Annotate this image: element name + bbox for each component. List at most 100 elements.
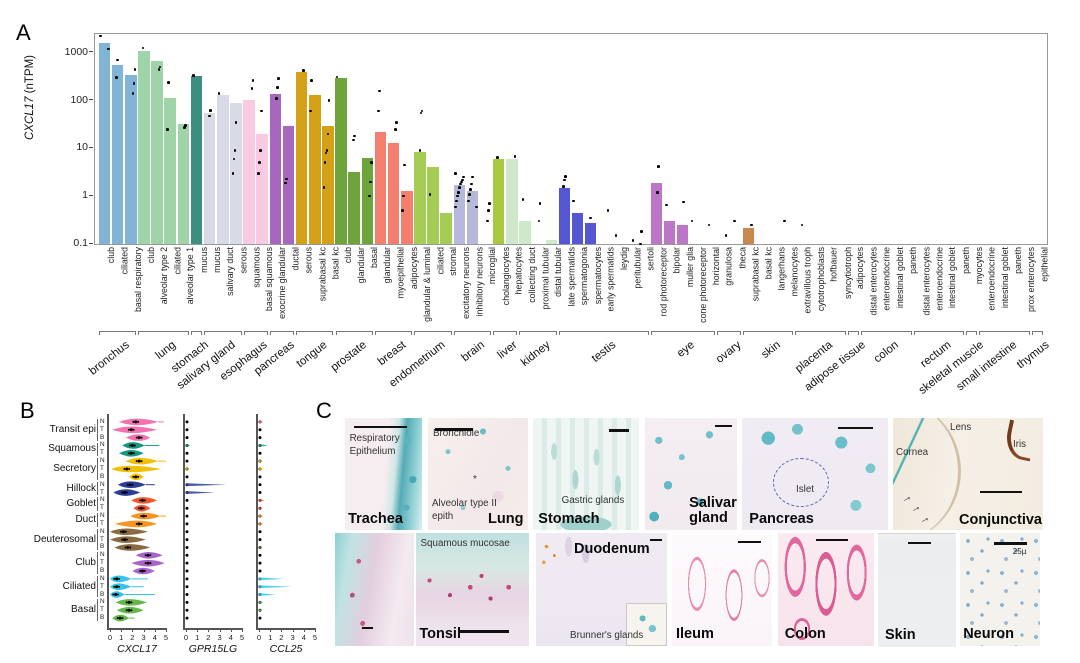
tile-label-duodenum: Duodenum bbox=[573, 541, 650, 558]
tissue-bracket-testis bbox=[558, 331, 649, 335]
cell-type-label-spermatogonia: spermatogonia bbox=[579, 247, 590, 306]
tissue-bracket-stomach bbox=[190, 331, 203, 335]
data-point bbox=[158, 65, 162, 69]
violin-tail-duct-T bbox=[259, 522, 264, 526]
data-point bbox=[665, 203, 668, 207]
cell-type-label-leydig: leydig bbox=[619, 247, 629, 270]
cell-type-label-club: club bbox=[146, 247, 156, 264]
violin-median-dot bbox=[129, 428, 133, 432]
data-point bbox=[631, 238, 635, 242]
violin-median-dot bbox=[140, 498, 144, 502]
scale-bar bbox=[907, 541, 932, 545]
data-point bbox=[572, 199, 575, 203]
bar-lung-alveolar-type-1 bbox=[177, 123, 190, 244]
data-point bbox=[232, 157, 236, 161]
cell-type-label-sertoli: sertoli bbox=[645, 247, 656, 271]
tile-annotation-bronchiole: Bronchiole bbox=[433, 428, 480, 440]
data-point bbox=[285, 177, 288, 181]
cell-type-label-proximal-tubular: proximal tubular bbox=[540, 247, 551, 310]
zero-dot-transit-epi-T bbox=[185, 428, 189, 432]
violin-median-dot bbox=[129, 444, 131, 447]
violin-row-letter: B bbox=[100, 590, 105, 598]
bar-eye-rod-photoreceptor bbox=[650, 182, 663, 244]
zero-dot-transit-epi-T bbox=[258, 428, 262, 432]
bar-endometrium-ciliated bbox=[427, 167, 439, 244]
data-point bbox=[461, 178, 464, 182]
violin-median-dot bbox=[140, 436, 143, 439]
y-tick-label: 1 bbox=[82, 189, 88, 202]
tile-annotation-iris: Iris bbox=[1013, 439, 1027, 451]
tile-label-pancreas: Pancreas bbox=[749, 511, 814, 528]
bar-breast-myoepithelial bbox=[387, 142, 400, 244]
tissue-label-skin: skin bbox=[758, 339, 783, 362]
data-point bbox=[471, 175, 474, 179]
violin-x-axis-cxcl17 bbox=[107, 628, 167, 630]
cell-type-label-basal-squamous: basal squamous bbox=[264, 247, 275, 312]
violin-median-dot bbox=[115, 577, 119, 581]
tissue-bracket-prostate bbox=[335, 331, 373, 335]
violin-x-tick-label: 1 bbox=[119, 633, 124, 642]
bar-pancreas-ductal bbox=[282, 125, 295, 244]
data-point bbox=[284, 181, 287, 185]
cell-type-label-epithelial: epithelial bbox=[1039, 247, 1050, 282]
histology-tile-trachea: Trachea Respiratory Epithelium bbox=[345, 418, 422, 530]
data-point bbox=[589, 216, 592, 220]
data-point bbox=[419, 111, 423, 115]
violin-x-tick bbox=[230, 629, 232, 632]
y-tick-mark bbox=[89, 242, 93, 244]
violin-median-dot bbox=[125, 491, 128, 494]
violin-median-dot bbox=[142, 514, 146, 518]
cell-type-label-cytotrophoblasts: cytotrophoblasts bbox=[816, 247, 827, 312]
zero-dot-club-T bbox=[258, 561, 262, 565]
y-tick-mark bbox=[89, 99, 93, 101]
violin-tail-basal-N bbox=[259, 600, 264, 604]
cell-type-label-mucus: mucus bbox=[198, 247, 209, 273]
data-point bbox=[418, 149, 422, 152]
cell-type-label-horizontal: horizontal bbox=[710, 247, 721, 286]
tissue-bracket-rectum bbox=[913, 331, 965, 335]
tissue-label-prostate: prostate bbox=[328, 339, 369, 375]
data-point bbox=[192, 74, 195, 77]
violin-tail-duct-N bbox=[259, 514, 264, 518]
tissue-label-ovary: ovary bbox=[713, 339, 744, 366]
violin-x-tick-label: 2 bbox=[130, 633, 135, 642]
cell-type-label-club: club bbox=[343, 247, 354, 264]
bar-esophagus-basal-squamous bbox=[256, 134, 268, 244]
scale-bar bbox=[980, 490, 1022, 494]
violin-median-dot bbox=[131, 483, 134, 486]
data-point bbox=[369, 180, 372, 184]
data-point bbox=[209, 109, 212, 112]
data-point bbox=[403, 163, 407, 167]
cell-type-label-paneth: paneth bbox=[960, 247, 971, 274]
tissue-label-eye: eye bbox=[675, 339, 698, 360]
data-point bbox=[107, 47, 110, 51]
data-point bbox=[217, 92, 221, 95]
data-point bbox=[454, 172, 457, 175]
violin-median-dot bbox=[144, 562, 147, 565]
y-tick-label: 1000 bbox=[64, 45, 88, 58]
histology-tile-stomach: Stomach Gastric glands bbox=[533, 418, 639, 530]
violin-median-dot bbox=[123, 468, 126, 470]
scale-bar bbox=[738, 540, 761, 544]
violin-median-dot bbox=[137, 522, 141, 526]
scale-bar bbox=[714, 424, 733, 428]
data-point bbox=[606, 209, 610, 212]
data-point bbox=[141, 46, 145, 50]
violin-group-label-deuterosomal: Deuterosomal bbox=[33, 533, 96, 545]
violin-median-dot bbox=[144, 554, 147, 557]
violin-row-letter: T bbox=[100, 504, 104, 512]
violin-median-dot bbox=[114, 593, 118, 597]
violin-median-dot bbox=[140, 522, 143, 525]
cell-type-label-hofbauer: hofbauer bbox=[829, 247, 840, 282]
zero-dot-goblet-N bbox=[185, 498, 189, 502]
violin-median-dot bbox=[135, 436, 138, 439]
scale-bar bbox=[838, 426, 874, 430]
cell-type-label-stromal: stromal bbox=[448, 247, 459, 276]
cell-type-label-cholangiocytes: cholangiocytes bbox=[500, 247, 511, 306]
zero-dot-basal-N bbox=[185, 600, 189, 604]
data-point bbox=[402, 194, 406, 198]
violin-row-letter: B bbox=[100, 567, 105, 574]
data-point bbox=[657, 165, 660, 168]
histology-tile-neuron: Neuron 25µ bbox=[960, 533, 1040, 646]
cell-type-label-peritubular: peritubular bbox=[632, 247, 643, 289]
